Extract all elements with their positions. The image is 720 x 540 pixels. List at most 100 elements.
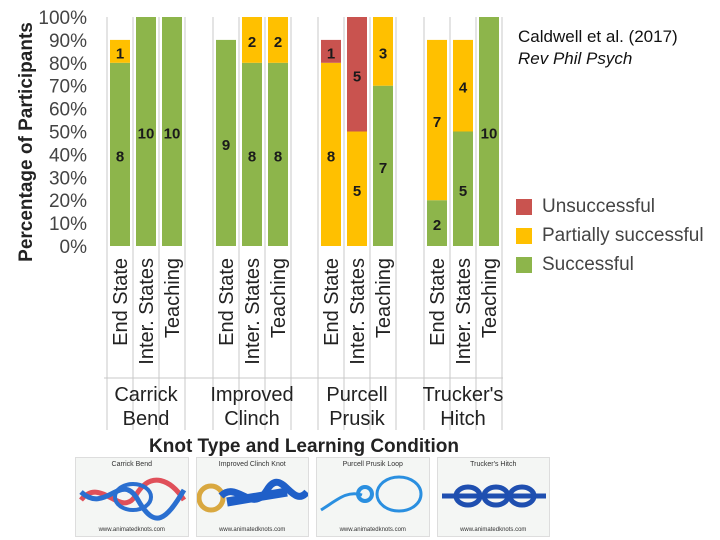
x-tick-label: Teaching xyxy=(373,258,395,338)
group-label: Trucker's xyxy=(423,384,504,406)
data-label: 1 xyxy=(116,45,124,62)
knot-photo-improved-clinch: Improved Clinch Knot www.animatedknots.c… xyxy=(195,457,309,537)
citation-journal: Rev Phil Psych xyxy=(518,49,633,68)
data-label: 10 xyxy=(481,126,498,143)
knot-photo-strip: Carrick Bend www.animatedknots.com Impro… xyxy=(75,457,550,537)
legend-item-successful: Successful xyxy=(516,250,704,279)
data-label: 3 xyxy=(379,45,387,62)
bar-segment xyxy=(321,62,341,246)
data-label: 8 xyxy=(248,148,256,165)
knot-photo-carrick-bend: Carrick Bend www.animatedknots.com xyxy=(75,457,189,537)
group-label: Purcell xyxy=(326,384,387,406)
group-label: Carrick xyxy=(114,384,178,406)
legend-swatch-successful xyxy=(516,256,532,273)
citation-authors: Caldwell et al. (2017) xyxy=(518,27,678,46)
legend-label: Partially successful xyxy=(542,224,704,246)
data-label: 2 xyxy=(248,34,256,51)
bar-segment xyxy=(373,85,393,246)
y-tick-label: 50% xyxy=(49,123,87,144)
photo-url: www.animatedknots.com xyxy=(339,527,406,533)
photo-url: www.animatedknots.com xyxy=(219,527,286,533)
photo-title: Purcell Prusik Loop xyxy=(342,461,403,468)
data-label: 2 xyxy=(274,34,282,51)
legend-item-partial: Partially successful xyxy=(516,221,704,250)
data-label: 4 xyxy=(459,80,468,97)
x-tick-label: Teaching xyxy=(162,258,184,338)
knot-illustration-icon xyxy=(196,478,309,513)
data-label: 9 xyxy=(222,137,230,154)
bar-segment xyxy=(347,131,367,246)
y-tick-label: 100% xyxy=(38,8,87,29)
x-axis-title: Knot Type and Learning Condition xyxy=(149,436,459,457)
y-tick-label: 0% xyxy=(60,237,88,258)
x-tick-label: End State xyxy=(427,258,449,346)
y-tick-label: 40% xyxy=(49,145,87,166)
citation: Caldwell et al. (2017) Rev Phil Psych xyxy=(518,26,678,70)
legend-swatch-unsuccessful xyxy=(516,198,532,215)
x-tick-label: Inter. States xyxy=(242,258,264,365)
knot-illustration-icon xyxy=(441,484,546,508)
bar-segment xyxy=(479,17,499,246)
photo-title: Trucker's Hitch xyxy=(470,461,517,468)
bar-segment xyxy=(216,39,236,247)
x-tick-label: End State xyxy=(321,258,343,346)
photo-title: Carrick Bend xyxy=(111,461,152,468)
x-tick-label: Inter. States xyxy=(136,258,158,365)
bar-segment xyxy=(373,17,393,86)
x-tick-label: End State xyxy=(110,258,132,346)
legend-swatch-partial xyxy=(516,227,532,244)
legend: Unsuccessful Partially successful Succes… xyxy=(516,192,704,279)
bar-segment xyxy=(453,131,473,246)
data-label: 8 xyxy=(274,148,282,165)
bar-segment xyxy=(242,62,262,246)
data-label: 8 xyxy=(116,148,124,165)
group-label: Hitch xyxy=(440,408,486,430)
group-label: Improved xyxy=(210,384,293,406)
legend-item-unsuccessful: Unsuccessful xyxy=(516,192,704,221)
y-tick-label: 80% xyxy=(49,54,87,75)
knot-illustration-icon xyxy=(320,475,423,513)
data-label: 10 xyxy=(138,126,155,143)
data-label: 7 xyxy=(379,160,387,177)
y-tick-label: 10% xyxy=(49,214,87,235)
bar-segment xyxy=(162,17,182,246)
photo-url: www.animatedknots.com xyxy=(460,527,527,533)
photo-url: www.animatedknots.com xyxy=(98,527,165,533)
data-label: 5 xyxy=(353,183,361,200)
y-axis-title: Percentage of Participants xyxy=(16,22,37,262)
knot-photo-purcell-prusik: Purcell Prusik Loop www.animatedknots.co… xyxy=(316,457,430,537)
bar-segment xyxy=(242,17,262,63)
y-tick-label: 60% xyxy=(49,100,87,121)
x-tick-label: Inter. States xyxy=(347,258,369,365)
legend-label: Unsuccessful xyxy=(542,195,655,217)
bar-segment xyxy=(427,200,447,246)
legend-label: Successful xyxy=(542,253,634,275)
x-tick-label: Teaching xyxy=(268,258,290,338)
data-label: 1 xyxy=(327,45,335,62)
bar-segment xyxy=(453,39,473,132)
y-tick-label: 20% xyxy=(49,191,87,212)
data-label: 8 xyxy=(327,148,335,165)
bar-segment xyxy=(136,17,156,246)
x-tick-label: Inter. States xyxy=(453,258,475,365)
y-tick-label: 30% xyxy=(49,168,87,189)
y-tick-label: 90% xyxy=(49,31,87,52)
knot-photo-truckers-hitch: Trucker's Hitch www.animatedknots.com xyxy=(436,457,550,537)
y-tick-label: 70% xyxy=(49,77,87,98)
data-label: 10 xyxy=(164,126,181,143)
data-label: 5 xyxy=(459,183,467,200)
bar-segment xyxy=(268,62,288,246)
bar-segment xyxy=(110,39,130,63)
data-label: 5 xyxy=(353,68,361,85)
data-label: 2 xyxy=(433,217,441,234)
x-tick-label: Teaching xyxy=(479,258,501,338)
x-tick-label: End State xyxy=(216,258,238,346)
group-label: Clinch xyxy=(224,408,280,430)
group-label: Bend xyxy=(123,408,170,430)
group-label: Prusik xyxy=(329,408,386,430)
bar-segment xyxy=(347,17,367,132)
bar-segment xyxy=(427,39,447,201)
bar-segment xyxy=(110,62,130,246)
bar-segment xyxy=(268,17,288,63)
